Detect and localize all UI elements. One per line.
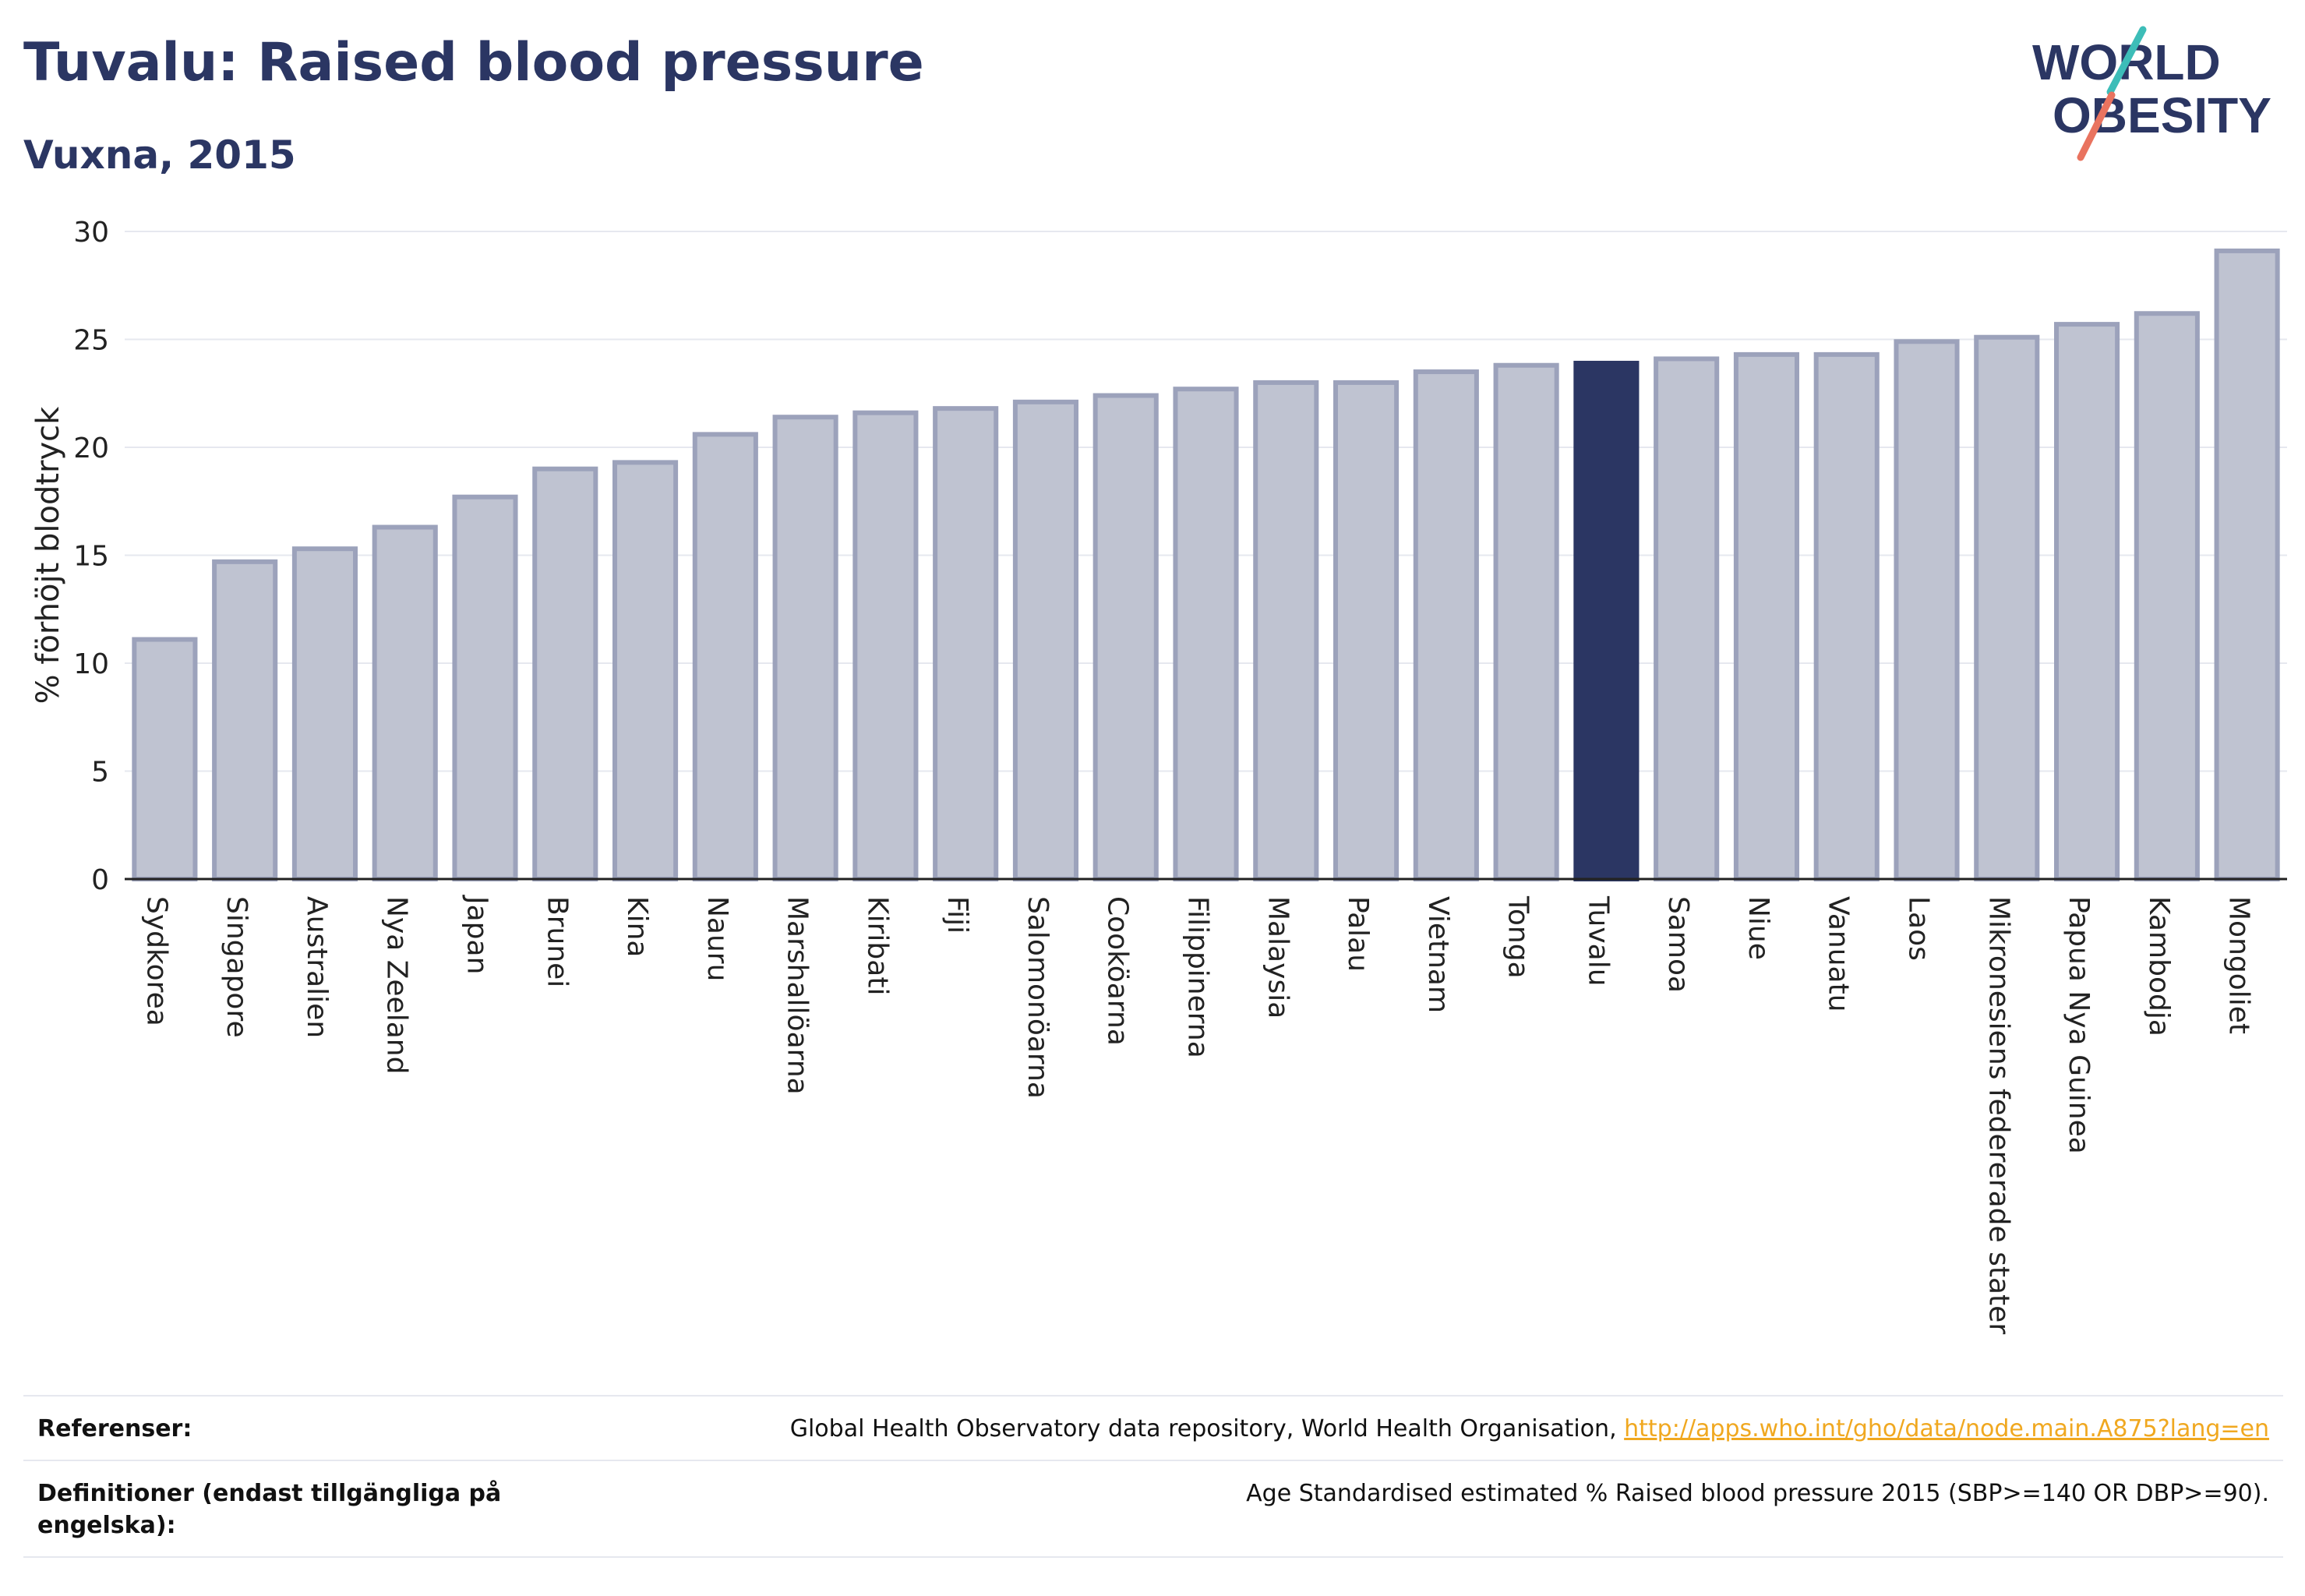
bars: [132, 248, 2280, 882]
definitions-label: Definitioner (endast tillgängliga på eng…: [37, 1480, 502, 1539]
bar-vanuatu: [1813, 351, 1880, 881]
x-tick-label: Papua Nya Guinea: [2063, 896, 2095, 1154]
axis-labels: 0 5 10 15 20 25 30 Sydkorea Singapore Australien N…: [30, 217, 2255, 1334]
x-tick-label: Australien: [301, 896, 333, 1038]
x-tick-label: Filippinerna: [1182, 896, 1214, 1058]
footer-rule-bottom: [23, 1556, 2283, 1558]
y-tick-label: 20: [73, 433, 109, 464]
x-tick-label: Singapore: [221, 896, 252, 1038]
bar-marshallöarna: [772, 415, 838, 881]
references-label: Referenser:: [37, 1415, 192, 1442]
y-axis-title: % förhöjt blodtryck: [30, 406, 66, 704]
chart-title: Tuvalu: Raised blood pressure: [23, 32, 924, 94]
x-tick-label: Mongoliet: [2223, 896, 2255, 1034]
x-tick-label: Cooköarna: [1102, 896, 1134, 1046]
x-tick-label: Samoa: [1662, 896, 1694, 993]
bar-samoa: [1654, 356, 1720, 881]
bar-kambodja: [2134, 311, 2200, 881]
x-tick-label: Nya Zeeland: [381, 896, 413, 1074]
x-tick-label: Brunei: [541, 896, 573, 987]
x-tick-label: Kina: [621, 896, 653, 958]
bar-niue: [1733, 351, 1800, 881]
bar-nya-zeeland: [372, 524, 438, 881]
x-tick-label: Tonga: [1502, 895, 1534, 979]
x-tick-label: Salomonöarna: [1022, 896, 1054, 1099]
references-text: Global Health Observatory data repositor…: [789, 1415, 1625, 1442]
y-tick-label: 30: [73, 217, 109, 249]
bar-australien: [291, 546, 358, 881]
x-tick-label: Laos: [1903, 896, 1935, 961]
x-tick-label: Marshallöarna: [782, 896, 814, 1095]
footer-rule-middle: [23, 1460, 2283, 1461]
bar-tonga: [1493, 362, 1559, 881]
y-tick-label: 10: [73, 648, 109, 680]
bar-vietnam: [1413, 369, 1479, 881]
x-tick-label: Niue: [1742, 896, 1774, 960]
bar-mongoliet: [2214, 248, 2280, 881]
y-tick-label: 15: [73, 541, 109, 573]
y-tick-label: 0: [91, 864, 109, 896]
bar-filippinerna: [1173, 387, 1239, 881]
bar-fiji: [933, 406, 999, 881]
definitions-value: Age Standardised estimated % Raised bloo…: [1246, 1480, 2269, 1507]
x-tick-label: Tuvalu: [1582, 895, 1614, 987]
x-tick-label: Nauru: [701, 896, 733, 981]
logo-slash-top: [2106, 26, 2147, 96]
x-tick-label: Sydkorea: [140, 896, 172, 1026]
footer-rule-top: [23, 1395, 2283, 1396]
references-link[interactable]: http://apps.who.int/gho/data/node.main.A…: [1624, 1415, 2269, 1442]
x-tick-label: Vietnam: [1422, 896, 1454, 1013]
x-tick-label: Mikronesiens federerade stater: [1982, 896, 2014, 1334]
references-value: Global Health Observatory data repositor…: [790, 1414, 2269, 1446]
bar-laos: [1894, 339, 1960, 881]
x-tick-label: Malaysia: [1262, 896, 1294, 1019]
bar-tuvalu: [1573, 360, 1640, 882]
y-tick-label: 5: [91, 757, 109, 789]
bar-papua-nya-guinea: [2054, 322, 2120, 881]
bar-nauru: [692, 432, 758, 881]
bar-cooköarna: [1092, 393, 1159, 881]
bar-japan: [452, 494, 518, 882]
bar-chart: 0 5 10 15 20 25 30 Sydkorea Singapore Australien N…: [30, 217, 2287, 1334]
x-tick-label: Kiribati: [861, 896, 893, 995]
bar-brunei: [532, 466, 598, 881]
x-tick-label: Vanuatu: [1823, 896, 1855, 1012]
logo-slash-bottom: [2077, 91, 2116, 161]
x-tick-label: Palau: [1342, 896, 1374, 972]
y-tick-label: 25: [73, 325, 109, 357]
bar-palau: [1333, 380, 1400, 881]
world-obesity-logo: WORLD OBESITY: [2026, 23, 2291, 164]
bar-salomonöarna: [1012, 399, 1079, 881]
bar-sydkorea: [132, 637, 198, 882]
bar-kina: [612, 460, 679, 881]
bar-singapore: [212, 559, 278, 881]
x-tick-label: Kambodja: [2143, 896, 2175, 1036]
bar-mikronesiens-federerade-stater: [1974, 334, 2040, 882]
x-tick-label: Japan: [461, 895, 493, 974]
bar-malaysia: [1253, 380, 1319, 881]
chart-subtitle: Vuxna, 2015: [23, 132, 296, 178]
x-tick-label: Fiji: [941, 896, 973, 934]
bar-kiribati: [852, 410, 919, 881]
